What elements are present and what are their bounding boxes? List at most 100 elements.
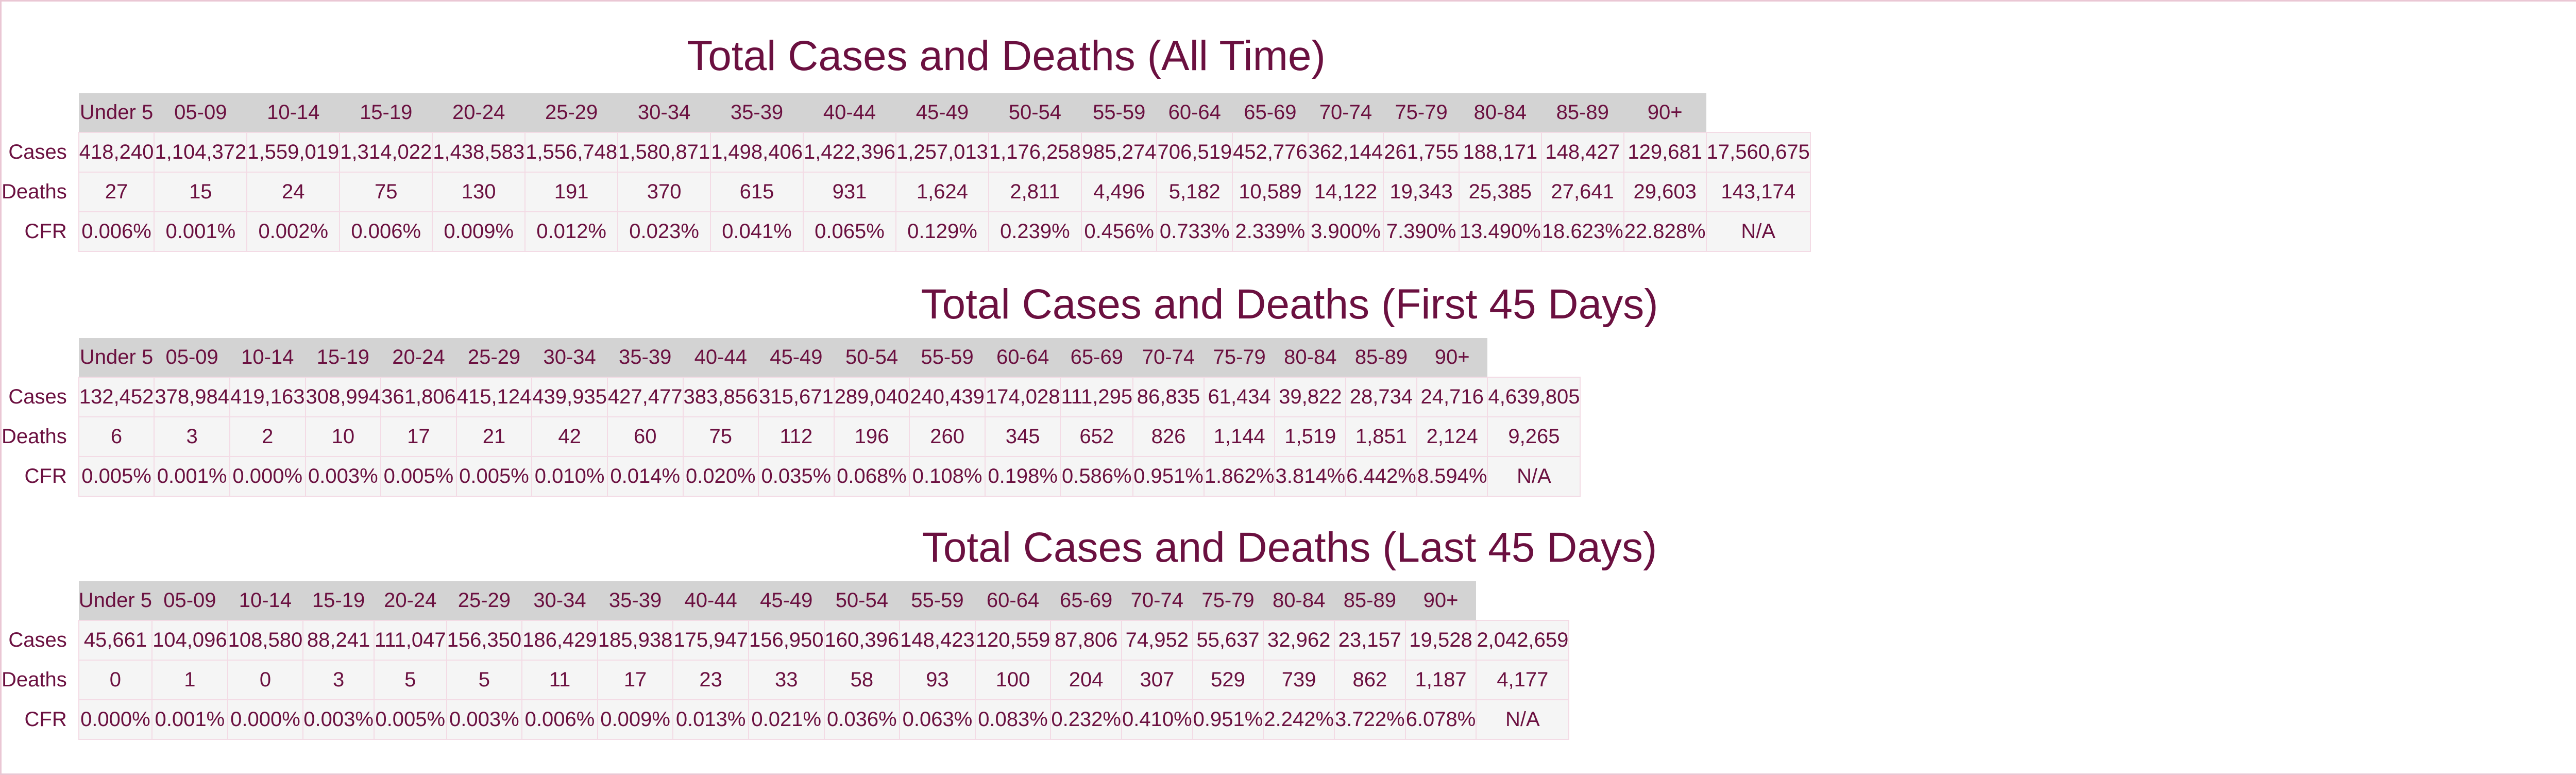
table-cell: 0.001%	[151, 699, 228, 740]
table-cell: 1,498,406	[710, 132, 804, 173]
table-cell: 132,452	[78, 377, 155, 417]
table-cell: 0.083%	[974, 699, 1052, 740]
table-cell: 112	[758, 416, 835, 457]
table-cell: 191	[524, 172, 619, 212]
column-header: 40-44	[673, 581, 749, 620]
table-cell: 1,851	[1345, 416, 1417, 457]
table-cell: 148,427	[1540, 132, 1624, 173]
table-cell: 24,716	[1416, 377, 1488, 417]
table-cell: 862	[1334, 660, 1406, 700]
table-cell: 23,157	[1334, 620, 1406, 661]
table-cell: 418,240	[78, 132, 155, 173]
table-cell: 362,144	[1307, 132, 1384, 173]
table-cell: 261,755	[1383, 132, 1460, 173]
table-cell: 8.594%	[1416, 456, 1488, 497]
table-cell: 17	[597, 660, 674, 700]
header-row: Under 5 05-09 10-14 15-19 20-24 25-29 30-34 35-…	[2, 338, 1580, 377]
header-row: Under 5 05-09 10-14 15-19 20-24 25-29 30-34 35-…	[2, 581, 1569, 620]
table-cell: 156,950	[748, 620, 825, 661]
table-cell: 2,811	[988, 172, 1082, 212]
table-cell: 0.020%	[682, 456, 759, 497]
table-cell: 739	[1263, 660, 1335, 700]
table-cell: 74,952	[1121, 620, 1193, 661]
column-header: 75-79	[1383, 93, 1459, 132]
table-cell: 4,496	[1080, 172, 1158, 212]
table-cell: 1,624	[895, 172, 989, 212]
section-title: Total Cases and Deaths (First 45 Days)	[921, 281, 1658, 328]
table-cell: 308,994	[304, 377, 382, 417]
data-table: Under 5 05-09 10-14 15-19 20-24 25-29 30-34 35-…	[2, 581, 1570, 740]
table-cell: 0.410%	[1121, 699, 1193, 740]
table-cell: 0.013%	[672, 699, 749, 740]
column-header: 35-39	[710, 93, 804, 132]
table-cell: 1,187	[1404, 660, 1477, 700]
table-cell: 174,028	[984, 377, 1061, 417]
section-title: Total Cases and Deaths (Last 45 Days)	[922, 524, 1657, 571]
table-cell: 1,559,019	[246, 132, 341, 173]
table-cell: 0.065%	[803, 211, 896, 252]
column-header: 05-09	[154, 93, 247, 132]
table-cell: 18.623%	[1540, 211, 1624, 252]
table-cell: 0.006%	[78, 211, 155, 252]
column-header: 75-79	[1192, 581, 1264, 620]
table-cell: 415,124	[455, 377, 533, 417]
table-cell: 93	[899, 660, 976, 700]
column-header: 25-29	[446, 581, 522, 620]
total-header-blank	[1487, 338, 1580, 377]
total-cell: N/A	[1476, 699, 1570, 740]
table-cell: 2.339%	[1232, 211, 1309, 252]
table-row: CFR 0.005% 0.001% 0.000% 0.003% 0.005% 0.005% 0…	[2, 456, 1581, 497]
table-cell: 104,096	[151, 620, 228, 661]
column-header: 65-69	[1232, 93, 1308, 132]
column-header: 10-14	[229, 338, 306, 377]
table-cell: 23	[672, 660, 749, 700]
column-header: 50-54	[988, 93, 1081, 132]
table-cell: 0.586%	[1060, 456, 1134, 497]
table-cell: 75	[339, 172, 433, 212]
column-header: 15-19	[340, 93, 433, 132]
column-header: 40-44	[683, 338, 759, 377]
column-header: 50-54	[834, 338, 910, 377]
table-cell: 0.733%	[1156, 211, 1233, 252]
column-header: 05-09	[154, 338, 230, 377]
table-cell: 240,439	[909, 377, 986, 417]
row-label: CFR	[24, 708, 67, 731]
table-cell: 130	[432, 172, 526, 212]
table-cell: 10	[304, 416, 382, 457]
table-cell: 0.000%	[229, 456, 306, 497]
table-cell: 60	[606, 416, 684, 457]
table-cell: 0.002%	[246, 211, 341, 252]
table-cell: 0.003%	[302, 699, 375, 740]
table-cell: 0.021%	[748, 699, 825, 740]
table-cell: 0.951%	[1132, 456, 1205, 497]
table-cell: 111,047	[373, 620, 447, 661]
row-label: Cases	[8, 385, 67, 408]
table-cell: 0.010%	[531, 456, 608, 497]
table-cell: 0.108%	[909, 456, 986, 497]
table-cell: 0.068%	[833, 456, 910, 497]
column-header: 45-49	[895, 93, 989, 132]
table-cell: 0.006%	[521, 699, 598, 740]
table-cell: 5,182	[1156, 172, 1233, 212]
column-header: 85-89	[1334, 581, 1405, 620]
table-cell: 3.900%	[1307, 211, 1384, 252]
table-cell: 17	[380, 416, 457, 457]
column-header: 20-24	[381, 338, 456, 377]
table-cell: 156,350	[446, 620, 523, 661]
table-cell: 0.129%	[895, 211, 989, 252]
column-header: 15-19	[303, 581, 374, 620]
table-cell: 61,434	[1203, 377, 1276, 417]
total-cell: 2,042,659	[1476, 620, 1570, 661]
table-cell: 3.722%	[1334, 699, 1406, 740]
total-header-blank	[1706, 93, 1810, 132]
table-cell: 45,661	[78, 620, 153, 661]
column-header: 60-64	[985, 338, 1061, 377]
total-cell: 17,560,675	[1705, 132, 1811, 173]
table-cell: 985,274	[1080, 132, 1158, 173]
table-cell: 1.862%	[1203, 456, 1276, 497]
table-cell: 3	[302, 660, 375, 700]
table-cell: 3.814%	[1274, 456, 1347, 497]
table-row: Deaths 27 15 24 75 130 191 370 615 931 1,624 2,811 4…	[2, 172, 1811, 212]
table-cell: 39,822	[1274, 377, 1347, 417]
table-row: CFR 0.006% 0.001% 0.002% 0.006% 0.009% 0.012% 0…	[2, 211, 1811, 252]
